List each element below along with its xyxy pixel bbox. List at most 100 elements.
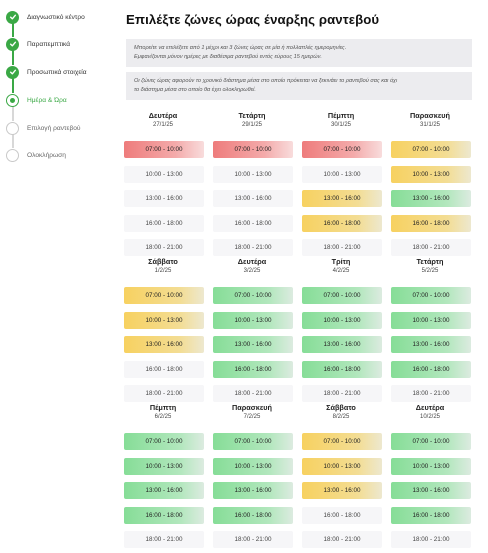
day-date: 8/2/25 <box>332 414 350 420</box>
day-name: Τετάρτη <box>238 111 266 120</box>
day-name: Παρασκευή <box>410 111 450 120</box>
time-slot-button[interactable]: 07:00 - 10:00 <box>213 141 293 158</box>
time-slot-button[interactable]: 07:00 - 10:00 <box>213 287 293 304</box>
time-slot-button[interactable]: 10:00 - 13:00 <box>302 457 382 475</box>
time-slot-button[interactable]: 18:00 - 21:00 <box>124 531 204 548</box>
time-slot-button[interactable]: 18:00 - 21:00 <box>213 239 293 256</box>
time-slot-button[interactable]: 13:00 - 16:00 <box>391 336 471 353</box>
time-slot-button[interactable]: 10:00 - 13:00 <box>213 165 293 183</box>
time-slot-button[interactable]: 16:00 - 18:00 <box>391 506 471 524</box>
stepper-connector <box>12 78 14 93</box>
day-name: Σάββατο <box>326 403 356 412</box>
time-slot-button[interactable]: 13:00 - 16:00 <box>391 190 471 207</box>
time-slot-button[interactable]: 10:00 - 13:00 <box>124 311 204 329</box>
time-slot-button[interactable]: 13:00 - 16:00 <box>213 190 293 207</box>
day-name: Τετάρτη <box>416 257 444 266</box>
time-slot-button[interactable]: 10:00 - 13:00 <box>124 457 204 475</box>
time-slot-button[interactable]: 18:00 - 21:00 <box>124 239 204 256</box>
time-slot-button[interactable]: 07:00 - 10:00 <box>391 141 471 158</box>
time-slot-button[interactable]: 07:00 - 10:00 <box>124 433 204 450</box>
time-slot-button[interactable]: 18:00 - 21:00 <box>302 531 382 548</box>
time-slot-button[interactable]: 10:00 - 13:00 <box>302 311 382 329</box>
time-slot-button[interactable]: 07:00 - 10:00 <box>391 287 471 304</box>
day-date: 5/2/25 <box>421 268 439 274</box>
time-slot-button[interactable]: 18:00 - 21:00 <box>391 531 471 548</box>
day-date: 7/2/25 <box>243 414 261 420</box>
day-date: 4/2/25 <box>332 268 350 274</box>
page-title: Επιλέξτε ζώνες ώρας έναρξης ραντεβού <box>126 12 380 27</box>
time-slot-button[interactable]: 16:00 - 18:00 <box>124 506 204 524</box>
time-slot-button[interactable]: 13:00 - 16:00 <box>213 336 293 353</box>
time-slot-button[interactable]: 18:00 - 21:00 <box>391 239 471 256</box>
step-appointment-selection[interactable]: Επιλογή ραντεβού <box>6 121 81 135</box>
day-name: Δευτέρα <box>415 403 445 412</box>
time-slot-button[interactable]: 10:00 - 13:00 <box>302 165 382 183</box>
time-slot-button[interactable]: 13:00 - 16:00 <box>124 336 204 353</box>
time-slot-button[interactable]: 18:00 - 21:00 <box>213 385 293 402</box>
day-name: Δευτέρα <box>148 111 178 120</box>
time-slot-button[interactable]: 16:00 - 18:00 <box>302 506 382 524</box>
time-slot-button[interactable]: 07:00 - 10:00 <box>124 287 204 304</box>
info-text-line: Οι ζώνες ώρας αφορούν το χρονικό διάστημ… <box>134 78 398 84</box>
time-slot-button[interactable]: 13:00 - 16:00 <box>391 482 471 499</box>
time-slot-button[interactable]: 07:00 - 10:00 <box>213 433 293 450</box>
info-text-line: Μπορείτε να επιλέξετε από 1 μέχρι και 3 … <box>134 45 347 51</box>
day-name: Τρίτη <box>331 257 351 266</box>
time-slot-button[interactable]: 18:00 - 21:00 <box>391 385 471 402</box>
day-date: 1/2/25 <box>154 268 172 274</box>
step-label: Επιλογή ραντεβού <box>27 124 81 132</box>
step-personal-info[interactable]: Προσωπικά στοιχεία <box>6 65 87 79</box>
checkmark-icon <box>6 10 19 24</box>
day-name: Πέμπτη <box>149 403 177 412</box>
day-name: Σάββατο <box>148 257 178 266</box>
time-slot-button[interactable]: 13:00 - 16:00 <box>302 482 382 499</box>
stepper-connector <box>12 106 14 121</box>
time-slot-button[interactable]: 07:00 - 10:00 <box>302 287 382 304</box>
time-slot-button[interactable]: 16:00 - 18:00 <box>124 360 204 378</box>
time-slot-button[interactable]: 10:00 - 13:00 <box>213 311 293 329</box>
day-name: Παρασκευή <box>232 403 272 412</box>
time-slot-button[interactable]: 16:00 - 18:00 <box>213 214 293 232</box>
step-date-time[interactable]: Ημέρα & Ώρα <box>6 93 67 107</box>
time-slot-button[interactable]: 10:00 - 13:00 <box>391 165 471 183</box>
day-name: Πέμπτη <box>327 111 355 120</box>
time-slot-button[interactable]: 18:00 - 21:00 <box>302 239 382 256</box>
time-slot-button[interactable]: 10:00 - 13:00 <box>213 457 293 475</box>
time-slot-button[interactable]: 13:00 - 16:00 <box>124 190 204 207</box>
time-slot-button[interactable]: 13:00 - 16:00 <box>124 482 204 499</box>
stepper-connector <box>12 134 14 148</box>
day-date: 29/1/25 <box>241 122 263 128</box>
time-slot-button[interactable]: 10:00 - 13:00 <box>124 165 204 183</box>
time-slot-button[interactable]: 07:00 - 10:00 <box>302 141 382 158</box>
time-slot-button[interactable]: 13:00 - 16:00 <box>213 482 293 499</box>
info-box-time-zones: Οι ζώνες ώρας αφορούν το χρονικό διάστημ… <box>126 72 472 100</box>
time-slot-button[interactable]: 16:00 - 18:00 <box>213 360 293 378</box>
checkmark-icon <box>6 37 19 51</box>
current-step-icon <box>6 93 19 107</box>
day-date: 10/2/25 <box>419 414 441 420</box>
time-slot-button[interactable]: 16:00 - 18:00 <box>302 360 382 378</box>
time-slot-button[interactable]: 18:00 - 21:00 <box>213 531 293 548</box>
time-slot-button[interactable]: 10:00 - 13:00 <box>391 311 471 329</box>
time-slot-button[interactable]: 18:00 - 21:00 <box>124 385 204 402</box>
step-label: Παραπεμπτικά <box>27 40 71 48</box>
time-slot-button[interactable]: 07:00 - 10:00 <box>391 433 471 450</box>
step-referrals[interactable]: Παραπεμπτικά <box>6 37 70 51</box>
step-completion[interactable]: Ολοκλήρωση <box>6 148 66 162</box>
time-slot-button[interactable]: 16:00 - 18:00 <box>391 360 471 378</box>
step-diagnostic-center[interactable]: Διαγνωστικό κέντρο <box>6 10 85 24</box>
time-slot-button[interactable]: 16:00 - 18:00 <box>391 214 471 232</box>
day-date: 3/2/25 <box>243 268 261 274</box>
time-slot-button[interactable]: 07:00 - 10:00 <box>302 433 382 450</box>
time-slot-button[interactable]: 07:00 - 10:00 <box>124 141 204 158</box>
time-slot-button[interactable]: 13:00 - 16:00 <box>302 190 382 207</box>
time-slot-button[interactable]: 16:00 - 18:00 <box>302 214 382 232</box>
step-label: Προσωπικά στοιχεία <box>27 68 87 76</box>
day-date: 27/1/25 <box>152 122 174 128</box>
time-slot-button[interactable]: 10:00 - 13:00 <box>391 457 471 475</box>
time-slot-button[interactable]: 16:00 - 18:00 <box>213 506 293 524</box>
time-slot-button[interactable]: 16:00 - 18:00 <box>124 214 204 232</box>
time-slot-button[interactable]: 13:00 - 16:00 <box>302 336 382 353</box>
day-date: 6/2/25 <box>154 414 172 420</box>
time-slot-button[interactable]: 18:00 - 21:00 <box>302 385 382 402</box>
